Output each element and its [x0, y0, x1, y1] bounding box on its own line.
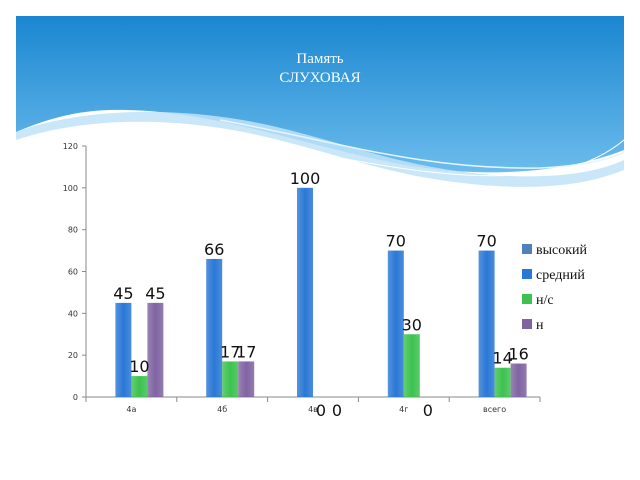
data-label: 70: [476, 232, 496, 251]
data-label: 17: [220, 342, 240, 361]
data-label: 0: [423, 401, 433, 420]
header-wave-line: [299, 139, 625, 177]
data-label: 10: [129, 357, 149, 376]
legend-label: н/с: [536, 293, 554, 308]
bar-н-4а: [147, 302, 164, 397]
data-label: 0: [316, 401, 326, 420]
bar-средний-4б: [206, 258, 223, 397]
data-label: 45: [113, 284, 133, 303]
slide-title-line-2: СЛУХОВАЯ: [279, 70, 361, 86]
header-banner: [16, 16, 625, 187]
bar-н/с-4г: [403, 334, 420, 397]
bar-средний-4а: [115, 302, 132, 397]
y-tick-label: 100: [63, 184, 78, 193]
y-tick-label: 60: [68, 268, 78, 277]
legend-swatch: [522, 319, 532, 329]
bar-средний-всего: [478, 250, 495, 397]
legend-swatch: [522, 294, 532, 304]
data-label: 16: [508, 345, 528, 364]
data-label: 30: [402, 315, 422, 334]
data-label: 66: [204, 240, 224, 259]
data-label: 70: [386, 232, 406, 251]
slide-title-line-1: Память: [296, 51, 344, 67]
header-fill: [16, 16, 624, 173]
x-tick-label: 4г: [399, 405, 408, 414]
bar-средний-4в: [297, 187, 313, 397]
data-label: 45: [145, 284, 165, 303]
y-tick-label: 120: [63, 142, 78, 151]
y-tick-label: 80: [68, 226, 78, 235]
header-wave-light: [16, 111, 624, 187]
legend-label: средний: [536, 268, 585, 283]
x-tick-label: всего: [483, 405, 506, 414]
legend-label: н: [536, 318, 544, 333]
legend-swatch: [522, 244, 532, 254]
bar-н-всего: [510, 363, 527, 397]
header-wave-line: [219, 119, 625, 169]
legend-label: высокий: [536, 243, 588, 258]
data-label: 14: [492, 349, 512, 368]
data-label: 0: [332, 401, 342, 420]
legend-swatch: [522, 269, 532, 279]
bar-н/с-всего: [494, 367, 511, 397]
x-tick-label: 4а: [126, 405, 136, 414]
slide-title: Память СЛУХОВАЯ: [0, 50, 640, 88]
y-tick-label: 0: [73, 393, 78, 402]
y-tick-label: 20: [68, 351, 78, 360]
bar-н/с-4б: [222, 361, 239, 397]
bar-н-4б: [238, 361, 255, 397]
data-label: 17: [236, 342, 256, 361]
data-label: 100: [290, 169, 321, 188]
x-tick-label: 4в: [308, 405, 318, 414]
bar-средний-4г: [387, 250, 404, 397]
bar-н/с-4а: [131, 376, 148, 397]
y-tick-label: 40: [68, 309, 78, 318]
x-tick-label: 4б: [217, 405, 227, 414]
